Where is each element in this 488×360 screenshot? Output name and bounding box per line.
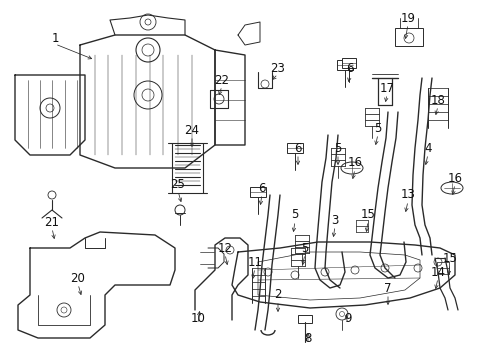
Text: 6: 6 <box>294 141 301 154</box>
Text: 5: 5 <box>291 208 298 221</box>
Circle shape <box>320 268 328 276</box>
Text: 7: 7 <box>384 282 391 294</box>
Bar <box>341 58 355 68</box>
Circle shape <box>140 14 156 30</box>
Circle shape <box>380 264 388 272</box>
Circle shape <box>134 81 162 109</box>
Circle shape <box>433 258 441 266</box>
Text: 18: 18 <box>429 94 445 107</box>
Circle shape <box>40 98 60 118</box>
Circle shape <box>413 264 421 272</box>
Text: 15: 15 <box>442 252 456 265</box>
Text: 8: 8 <box>304 332 311 345</box>
Text: 25: 25 <box>170 179 185 192</box>
Text: 20: 20 <box>70 271 85 284</box>
Circle shape <box>290 271 298 279</box>
Circle shape <box>225 246 234 254</box>
Text: 14: 14 <box>429 266 445 279</box>
Text: 21: 21 <box>44 216 60 229</box>
Ellipse shape <box>440 182 462 194</box>
Circle shape <box>57 303 71 317</box>
Bar <box>336 60 352 70</box>
Text: 19: 19 <box>400 12 415 24</box>
Text: 17: 17 <box>379 81 394 94</box>
Circle shape <box>48 191 56 199</box>
Text: 22: 22 <box>214 73 229 86</box>
Text: 15: 15 <box>360 208 375 221</box>
Text: 16: 16 <box>347 157 362 170</box>
Circle shape <box>264 268 271 276</box>
Circle shape <box>136 38 160 62</box>
Text: 9: 9 <box>344 311 351 324</box>
Ellipse shape <box>340 162 362 174</box>
Text: 16: 16 <box>447 171 462 184</box>
Text: 1: 1 <box>51 31 59 45</box>
Bar <box>286 143 303 153</box>
Bar <box>394 28 422 46</box>
Circle shape <box>403 33 413 43</box>
Text: 2: 2 <box>274 288 281 302</box>
Text: 4: 4 <box>424 141 431 154</box>
Text: 10: 10 <box>190 311 205 324</box>
Circle shape <box>214 94 224 104</box>
Text: 24: 24 <box>184 123 199 136</box>
Bar <box>249 187 265 197</box>
Text: 12: 12 <box>217 242 232 255</box>
Text: 13: 13 <box>400 189 415 202</box>
Text: 6: 6 <box>346 62 353 75</box>
Text: 23: 23 <box>270 62 285 75</box>
Text: 11: 11 <box>247 256 262 269</box>
Text: 5: 5 <box>301 242 308 255</box>
Circle shape <box>335 308 347 320</box>
Text: 6: 6 <box>258 181 265 194</box>
Circle shape <box>350 266 358 274</box>
Bar <box>297 315 311 323</box>
Circle shape <box>261 80 268 88</box>
Text: 5: 5 <box>373 122 381 135</box>
Text: 5: 5 <box>334 141 341 154</box>
Circle shape <box>175 205 184 215</box>
Text: 3: 3 <box>331 213 338 226</box>
